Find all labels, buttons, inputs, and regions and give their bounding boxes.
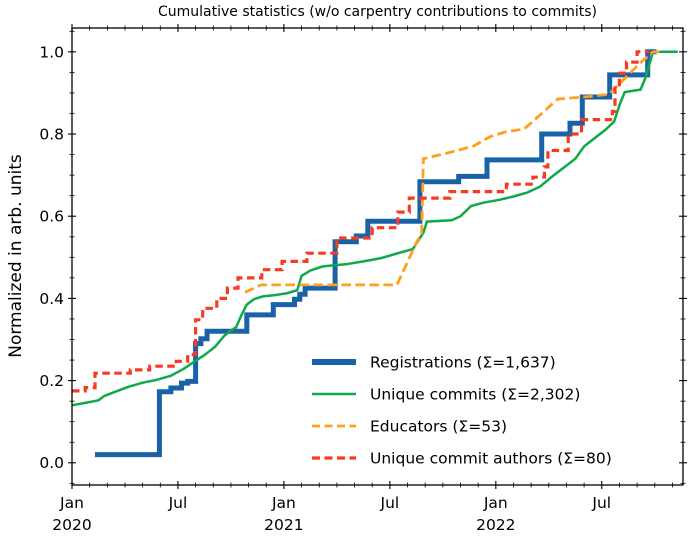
y-axis-tick-label: 0.8 [39,125,64,143]
x-axis-tick-year-label: 2021 [264,516,303,534]
x-axis-tick-year-label: 2020 [52,516,91,534]
legend-label-registrations: Registrations (Σ=1,637) [370,353,556,371]
x-axis-tick-label: Jul [168,494,188,512]
y-axis-tick-label: 0.0 [39,454,64,472]
chart-title: Cumulative statistics (w/o carpentry con… [157,4,597,20]
series-registrations-line [95,49,657,458]
series-educators-line [244,50,662,294]
x-axis-tick-year-label: 2022 [476,516,515,534]
x-axis-tick-label: Jan [271,494,296,512]
x-axis-tick-label: Jan [59,494,84,512]
x-axis-tick-label: Jan [483,494,508,512]
y-axis-tick-label: 1.0 [39,43,64,61]
legend-label-educators: Educators (Σ=53) [370,417,507,435]
y-axis-tick-label: 0.4 [39,290,64,308]
x-axis-tick-label: Jul [380,494,400,512]
plot-frame [71,27,684,486]
legend-label-unique-commit-authors: Unique commit authors (Σ=80) [370,449,612,467]
series-unique-commits-line [71,50,678,407]
y-axis-tick-label: 0.6 [39,208,64,226]
y-axis-tick-label: 0.2 [39,372,64,390]
x-axis-tick-label: Jul [591,494,611,512]
legend-label-unique-commits: Unique commits (Σ=2,302) [370,385,580,403]
series-unique-commit-authors-line [72,50,650,393]
